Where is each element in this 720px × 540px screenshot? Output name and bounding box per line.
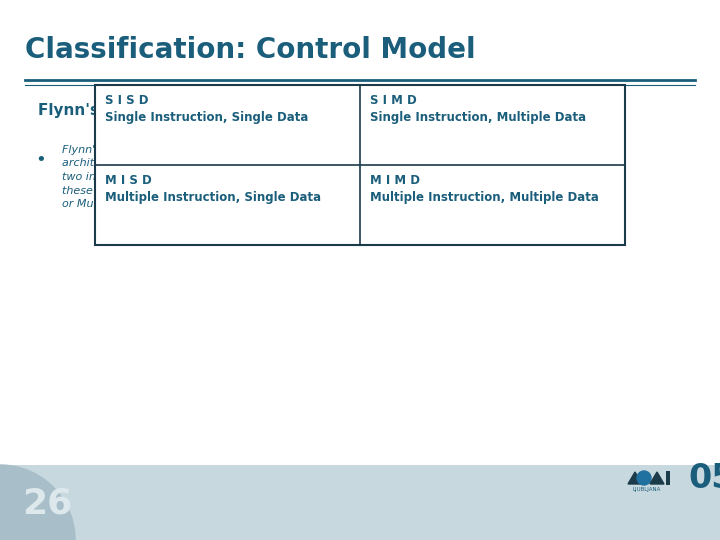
Text: or Multiple.: or Multiple. — [62, 199, 125, 209]
Text: Multiple Instruction, Multiple Data: Multiple Instruction, Multiple Data — [370, 192, 599, 205]
Text: Single Instruction, Single Data: Single Instruction, Single Data — [105, 111, 308, 125]
Text: Multiple Instruction, Single Data: Multiple Instruction, Single Data — [105, 192, 321, 205]
Text: architectures according to how they can be classified along the: architectures according to how they can … — [62, 159, 416, 168]
Bar — [666, 471, 670, 485]
Polygon shape — [0, 465, 75, 540]
Text: Single Instruction, Multiple Data: Single Instruction, Multiple Data — [370, 111, 586, 125]
Text: Flynn's  taxonomy  distinguishes  multi-processor  computer: Flynn's taxonomy distinguishes multi-pro… — [62, 145, 398, 155]
Text: LJUBLJANA: LJUBLJANA — [633, 487, 661, 491]
Text: two independent dimensions of Instruction and Data. Each of: two independent dimensions of Instructio… — [62, 172, 403, 182]
Bar — [0, 465, 720, 540]
Text: Flynn's Classical Taxonomy (1966): Flynn's Classical Taxonomy (1966) — [38, 103, 332, 118]
Text: •: • — [35, 151, 46, 169]
Text: 26: 26 — [22, 486, 72, 520]
Bar — [95, 85, 625, 245]
Text: 05: 05 — [688, 462, 720, 495]
Polygon shape — [628, 472, 642, 484]
Circle shape — [637, 471, 651, 485]
Polygon shape — [650, 472, 664, 484]
Text: S I S D: S I S D — [105, 94, 148, 107]
Text: S I M D: S I M D — [370, 94, 417, 107]
Text: Classification: Control Model: Classification: Control Model — [25, 36, 476, 64]
Text: M I S D: M I S D — [105, 174, 152, 187]
Text: these dimensions can have only one of two possible states: Single: these dimensions can have only one of tw… — [62, 186, 431, 195]
Text: M I M D: M I M D — [370, 174, 420, 187]
